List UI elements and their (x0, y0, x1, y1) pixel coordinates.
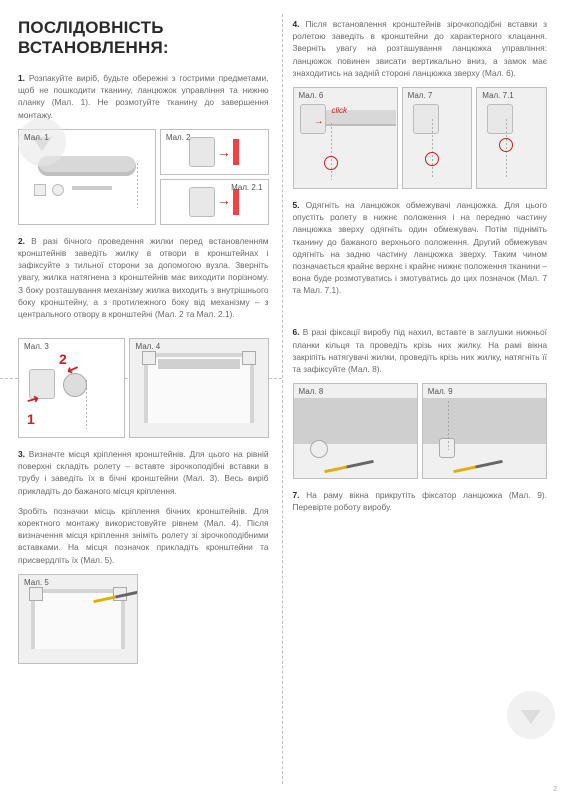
figure-8: Мал. 8 (293, 383, 418, 479)
figure-6: Мал. 6 click → (293, 87, 398, 189)
figure-7-1: Мал. 7.1 (476, 87, 547, 189)
figure-2-1: Мал. 2.1 → (160, 179, 269, 225)
watermark-icon (507, 691, 555, 739)
step-2: 2. В разі бічного проведення жилки перед… (18, 235, 269, 320)
step-5: 5. Одягніть на ланцюжок обмежувачі ланцю… (293, 199, 548, 297)
figure-3: Мал. 3 1 2 ↗ ↗ (18, 338, 125, 438)
figrow-5: Мал. 5 (18, 574, 269, 664)
figure-label: Мал. 2.1 (231, 183, 262, 192)
step-3a: 3. Визначте місця кріплення кронштейнів.… (18, 448, 269, 497)
figrow-8-9: Мал. 8 Мал. 9 (293, 383, 548, 479)
watermark-icon (18, 118, 66, 166)
figrow-6-7: Мал. 6 click → Мал. 7 М (293, 87, 548, 189)
callout-2: 2 (59, 351, 67, 367)
figure-4: Мал. 4 (129, 338, 268, 438)
callout-1: 1 (27, 411, 35, 427)
click-label: click (332, 106, 348, 115)
figure-label: Мал. 7 (408, 91, 433, 100)
figure-5: Мал. 5 (18, 574, 138, 664)
figure-9: Мал. 9 (422, 383, 547, 479)
column-right: 4. Після встановлення кронштейнів зірочк… (283, 0, 565, 799)
step-3b: Зробіть позначки місць кріплення бічних … (18, 505, 269, 566)
figure-label: Мал. 5 (24, 578, 49, 587)
figure-label: Мал. 4 (135, 342, 160, 351)
step-7: 7. На раму вікна прикрутіть фіксатор лан… (293, 489, 548, 513)
page-title: ПОСЛІДОВНІСТЬ ВСТАНОВЛЕННЯ: (18, 18, 269, 58)
step-4: 4. Після встановлення кронштейнів зірочк… (293, 18, 548, 79)
figure-label: Мал. 3 (24, 342, 49, 351)
figure-2: Мал. 2 → (160, 129, 269, 175)
figure-label: Мал. 2 (166, 133, 191, 142)
figure-label: Мал. 8 (299, 387, 324, 396)
figure-label: Мал. 1 (24, 133, 49, 142)
figure-label: Мал. 6 (299, 91, 324, 100)
figure-label: Мал. 7.1 (482, 91, 513, 100)
figure-7: Мал. 7 (402, 87, 473, 189)
page: ПОСЛІДОВНІСТЬ ВСТАНОВЛЕННЯ: 1. Розпакуйт… (0, 0, 565, 799)
page-number: 2 (553, 786, 557, 793)
step-1: 1. Розпакуйте виріб, будьте обережні з г… (18, 72, 269, 121)
step-6: 6. В разі фіксації виробу під нахил, вст… (293, 326, 548, 375)
figrow-3-4: Мал. 3 1 2 ↗ ↗ Мал. 4 (18, 338, 269, 438)
figure-label: Мал. 9 (428, 387, 453, 396)
